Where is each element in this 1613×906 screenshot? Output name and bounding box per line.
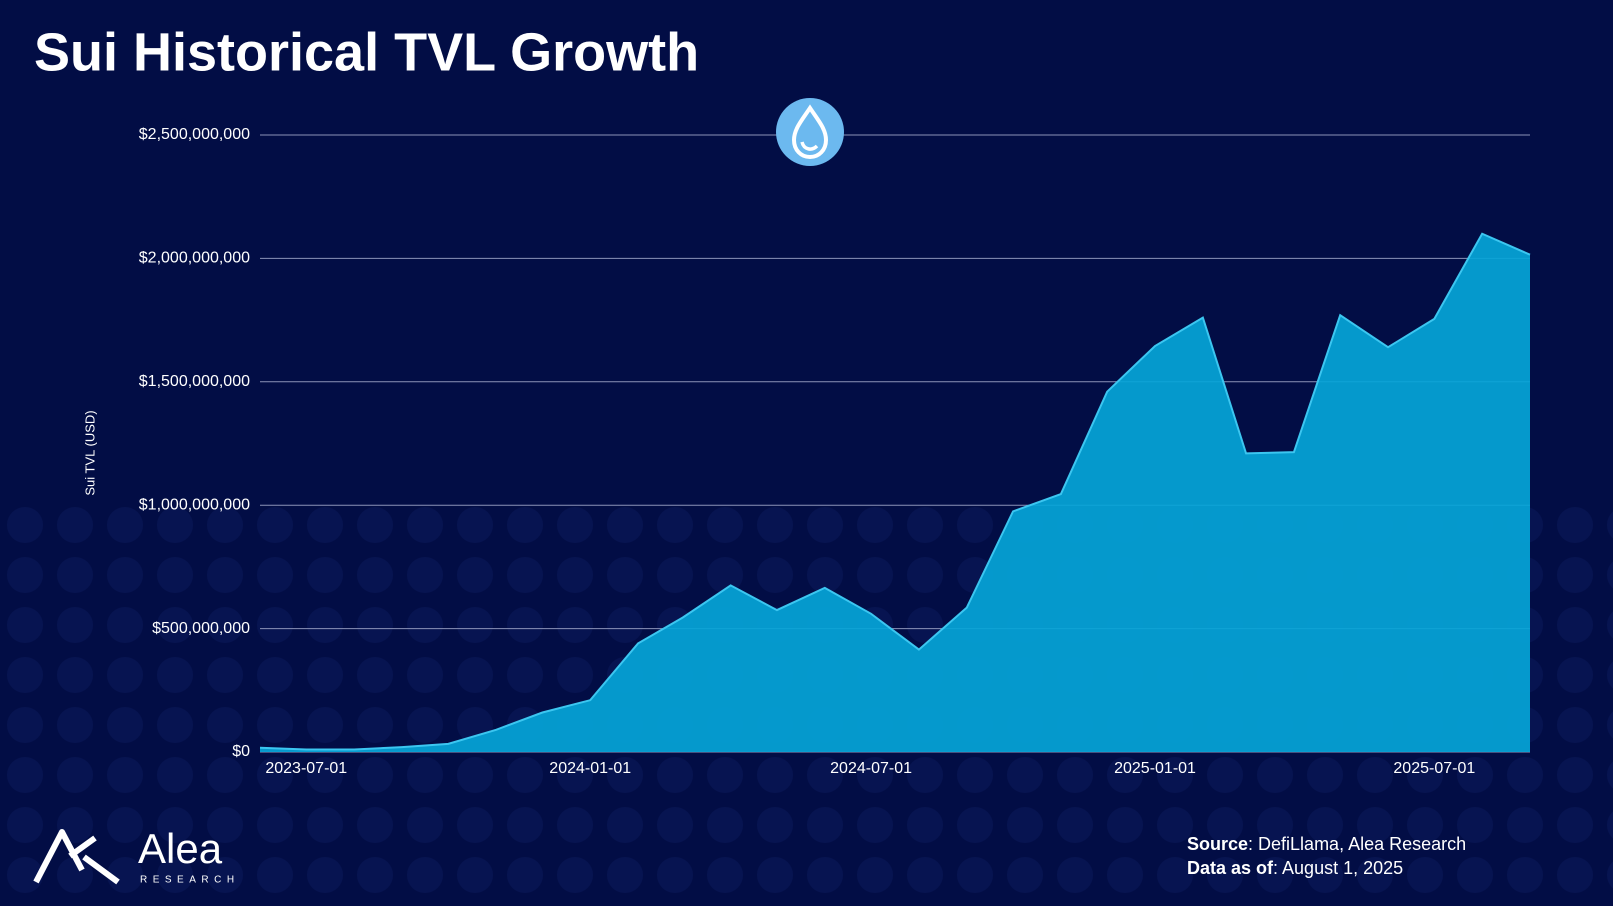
y-tick-label: $1,500,000,000: [139, 373, 250, 390]
y-tick-label: $1,000,000,000: [139, 496, 250, 513]
x-tick-label: 2024-07-01: [830, 760, 912, 777]
area-line: [259, 232, 1531, 751]
brand-name: Alea: [138, 825, 223, 872]
date-note: Data as of: August 1, 2025: [1187, 858, 1403, 878]
source: : DefiLlama, Alea Research: [1248, 834, 1466, 854]
sui-logo: [776, 98, 844, 166]
brand-logo: Alea RESEARCH: [33, 825, 240, 886]
y-tick-label: $2,500,000,000: [139, 126, 250, 143]
y-axis-label: Sui TVL (USD): [82, 410, 97, 495]
brand-sub: RESEARCH: [140, 875, 240, 886]
x-tick-label: 2025-07-01: [1393, 760, 1475, 777]
y-tick-label: $0: [232, 743, 250, 760]
chart-title: Sui Historical TVL Growth: [34, 22, 699, 82]
x-tick-label: 2025-01-01: [1114, 760, 1196, 777]
area: [260, 233, 1530, 753]
source-note: Source: DefiLlama, Alea Research: [1187, 834, 1466, 854]
plot-area: $0 $500,000,000 $1,000,000,000 $1,500,000,0…: [139, 126, 1531, 777]
x-tick-label: 2024-01-01: [549, 760, 631, 777]
date: : August 1, 2025: [1273, 858, 1403, 878]
source-label: Source: [1187, 834, 1248, 854]
x-tick-label: 2023-07-01: [265, 760, 347, 777]
y-tick-label: $500,000,000: [152, 620, 250, 637]
y-tick-label: $2,000,000,000: [139, 250, 250, 267]
date-label: Data as of: [1187, 858, 1274, 878]
